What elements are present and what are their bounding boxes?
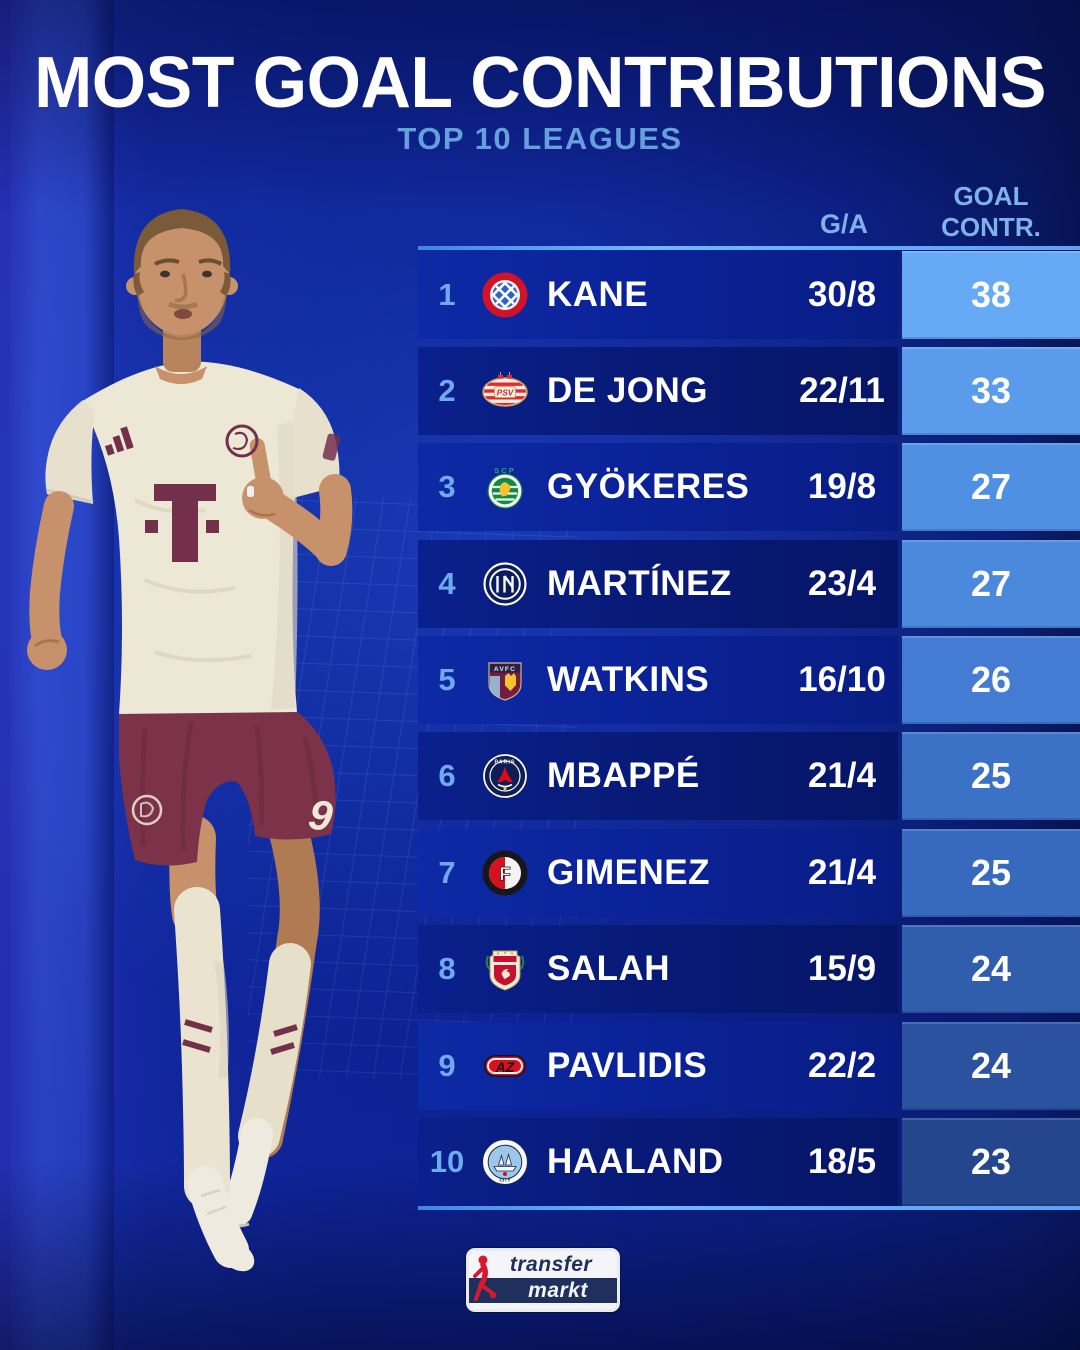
row-main-cell: 8 SALAH 15/9 — [418, 925, 898, 1014]
rank-label: 3 — [438, 469, 456, 505]
goals-assists-value: 16/10 — [798, 660, 886, 700]
table-row: 1 KANE 30/8 38 — [418, 250, 1080, 339]
player-name: SALAH — [547, 949, 671, 989]
row-main-cell: 4 MARTÍNEZ 23/4 — [418, 539, 898, 628]
rank-label: 8 — [438, 951, 456, 987]
svg-text:PSV: PSV — [497, 387, 515, 397]
goal-contributions-cell: 27 — [902, 443, 1080, 532]
goal-contributions-cell: 27 — [902, 539, 1080, 628]
bayern-munich-badge-icon — [481, 271, 529, 319]
goals-assists-value: 19/8 — [807, 467, 877, 507]
player-name: MBAPPÉ — [547, 756, 700, 796]
table-bottom-accent-line — [418, 1206, 1080, 1210]
row-main-cell: 7 F GIMENEZ 21/4 — [418, 828, 898, 917]
goal-contributions-cell: 24 — [902, 925, 1080, 1014]
goals-assists-value: 18/5 — [807, 1142, 877, 1182]
page-subtitle: TOP 10 LEAGUES — [397, 121, 683, 156]
rank-label: 6 — [438, 758, 456, 794]
psv-eindhoven-badge-icon: PSV — [481, 367, 529, 415]
table-row: 10 CITY HAALAND 18/5 23 — [418, 1118, 1080, 1207]
row-main-cell: 10 CITY HAALAND 18/5 — [418, 1118, 898, 1207]
rank-label: 7 — [438, 854, 456, 890]
feyenoord-badge-icon: F — [481, 849, 529, 897]
rank-label: 1 — [438, 276, 456, 312]
goals-assists-value: 22/2 — [807, 1045, 877, 1085]
transfermarkt-logo: transfer markt — [466, 1248, 620, 1312]
goals-assists-value: 30/8 — [807, 274, 877, 314]
inter-milan-badge-icon — [481, 560, 529, 608]
column-header-contr: CONTR. — [941, 212, 1041, 242]
table-row: 5 AVFC WATKINS 16/10 26 — [418, 636, 1080, 725]
goals-assists-value: 21/4 — [807, 852, 877, 892]
goal-contributions-cell: 25 — [902, 732, 1080, 821]
leaderboard-table: 1 KANE 30/8 38 2 PSV DE JONG 22/11 33 — [418, 250, 1080, 1207]
table-row: 9 AZ PAVLIDIS 22/2 24 — [418, 1021, 1080, 1110]
player-name: KANE — [547, 274, 649, 314]
aston-villa-badge-icon: AVFC — [481, 656, 529, 704]
svg-text:PARIS: PARIS — [494, 760, 515, 766]
az-alkmaar-badge-icon: AZ — [481, 1042, 529, 1090]
rank-label: 9 — [438, 1047, 456, 1083]
transfermarkt-player-icon — [473, 1255, 497, 1301]
svg-text:9: 9 — [306, 790, 336, 840]
column-header-ga: G/A — [819, 209, 868, 239]
liverpool-badge-icon — [481, 945, 529, 993]
table-row: 8 SALAH 15/9 24 — [418, 925, 1080, 1014]
goal-contributions-cell: 26 — [902, 636, 1080, 725]
player-name: GIMENEZ — [547, 852, 710, 892]
player-name: HAALAND — [547, 1142, 724, 1182]
goal-contributions-cell: 33 — [902, 346, 1080, 435]
player-name: MARTÍNEZ — [547, 563, 732, 603]
goals-assists-value: 21/4 — [807, 756, 877, 796]
sporting-cp-badge-icon: SCP — [481, 463, 529, 511]
svg-text:CITY: CITY — [500, 1178, 512, 1184]
player-name: PAVLIDIS — [547, 1045, 708, 1085]
goals-assists-value: 22/11 — [799, 370, 885, 410]
player-name: GYÖKERES — [547, 467, 750, 507]
transfermarkt-logo-text-top: transfer — [509, 1252, 593, 1276]
column-header-goal: GOAL — [953, 181, 1029, 211]
goal-contributions-cell: 24 — [902, 1021, 1080, 1110]
player-name: WATKINS — [547, 660, 710, 700]
goal-contributions-cell: 38 — [902, 250, 1080, 339]
row-main-cell: 5 AVFC WATKINS 16/10 — [418, 636, 898, 725]
goals-assists-value: 15/9 — [807, 949, 877, 989]
svg-text:F: F — [499, 864, 511, 885]
goals-assists-value: 23/4 — [807, 563, 877, 603]
goal-contributions-cell: 23 — [902, 1118, 1080, 1207]
svg-text:SCP: SCP — [494, 466, 515, 475]
svg-text:AZ: AZ — [495, 1058, 515, 1074]
page-title: MOST GOAL CONTRIBUTIONS — [34, 43, 1046, 123]
manchester-city-badge-icon: CITY — [481, 1138, 529, 1186]
row-main-cell: 2 PSV DE JONG 22/11 — [418, 346, 898, 435]
psg-badge-icon: PARIS — [481, 752, 529, 800]
row-main-cell: 3 SCP GYÖKERES 19/8 — [418, 443, 898, 532]
table-row: 2 PSV DE JONG 22/11 33 — [418, 346, 1080, 435]
table-row: 4 MARTÍNEZ 23/4 27 — [418, 539, 1080, 628]
column-header-goal-contr: GOAL CONTR. — [902, 181, 1080, 243]
transfermarkt-logo-bottom: markt — [469, 1278, 617, 1303]
svg-text:AVFC: AVFC — [494, 666, 516, 673]
rank-label: 10 — [429, 1144, 465, 1180]
rank-label: 2 — [438, 372, 456, 408]
player-name: DE JONG — [547, 370, 709, 410]
table-row: 6 PARIS MBAPPÉ 21/4 25 — [418, 732, 1080, 821]
rank-label: 5 — [438, 662, 456, 698]
player-photo: 9 — [27, 209, 353, 1272]
transfermarkt-logo-text-bottom: markt — [528, 1278, 588, 1302]
transfermarkt-logo-top: transfer — [469, 1251, 617, 1278]
rank-label: 4 — [438, 565, 456, 601]
goal-contributions-cell: 25 — [902, 828, 1080, 917]
table-top-accent-line — [418, 246, 1080, 250]
row-main-cell: 9 AZ PAVLIDIS 22/2 — [418, 1021, 898, 1110]
table-row: 7 F GIMENEZ 21/4 25 — [418, 828, 1080, 917]
row-main-cell: 6 PARIS MBAPPÉ 21/4 — [418, 732, 898, 821]
table-row: 3 SCP GYÖKERES 19/8 27 — [418, 443, 1080, 532]
row-main-cell: 1 KANE 30/8 — [418, 250, 898, 339]
